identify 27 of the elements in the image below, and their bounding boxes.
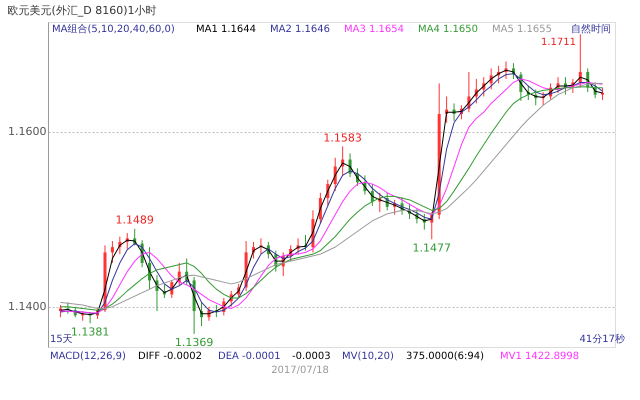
annotation: 1.1711 bbox=[541, 37, 576, 48]
y-tick-label: 1.1400 bbox=[8, 300, 46, 314]
text: MACD(12,26,9) bbox=[50, 351, 126, 362]
annotation: 1.1489 bbox=[115, 214, 154, 227]
text: DIFF -0.0002 bbox=[138, 351, 202, 362]
annotation: 1.1369 bbox=[174, 336, 214, 349]
text: MA5 1.1655 bbox=[492, 24, 552, 35]
annotation: MA组合(5,10,20,40,60,0) bbox=[52, 23, 175, 35]
text: -0.0003 bbox=[292, 351, 331, 362]
candlestick bbox=[110, 240, 114, 264]
text: MA4 1.1650 bbox=[418, 24, 478, 35]
text: 2017/07/18 bbox=[271, 365, 329, 376]
text: MV1 1422.8998 bbox=[500, 351, 580, 362]
text: MA3 1.1654 bbox=[344, 24, 404, 35]
annotation: 自然时间 bbox=[571, 23, 611, 35]
annotation: 15天 bbox=[50, 334, 73, 345]
text: MV(10,20) bbox=[342, 351, 394, 362]
text: MA2 1.1646 bbox=[270, 24, 330, 35]
text: DEA -0.0001 bbox=[218, 351, 281, 362]
y-tick-label: 1.1600 bbox=[8, 125, 46, 138]
annotation: 1.1477 bbox=[412, 241, 452, 254]
chart-title: 欧元美元(外汇_D 8160)1小时 bbox=[8, 4, 157, 17]
annotation: 1.1381 bbox=[70, 325, 110, 338]
text: MA1 1.1644 bbox=[196, 24, 256, 35]
text: 375.0000(6:94) bbox=[406, 351, 484, 362]
annotation: 41分17秒 bbox=[580, 333, 625, 345]
annotation: 1.1583 bbox=[323, 131, 362, 144]
